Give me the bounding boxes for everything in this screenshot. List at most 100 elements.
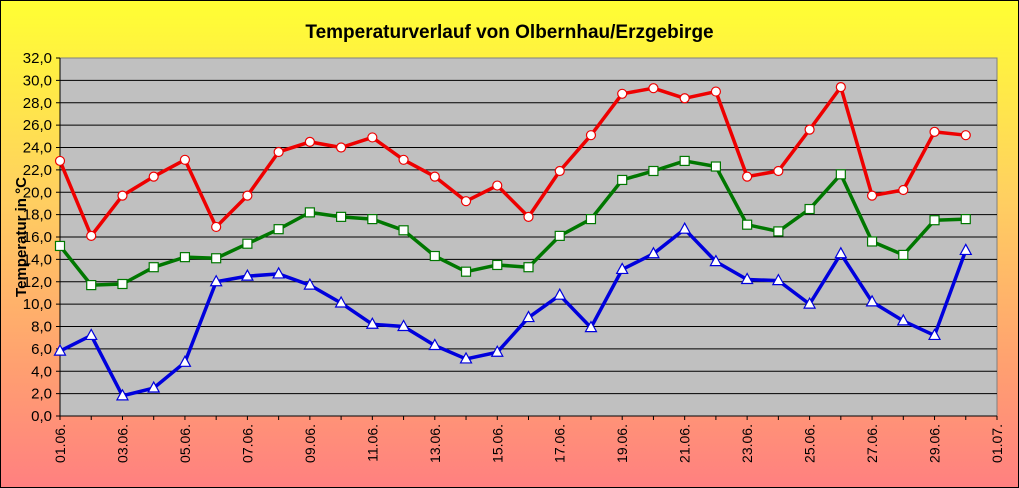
data-point — [959, 243, 973, 256]
data-point — [115, 388, 129, 401]
x-tick-label: 25.06. — [802, 424, 818, 463]
series-line — [58, 159, 966, 287]
data-point — [365, 317, 379, 329]
y-tick-label: 30,0 — [23, 72, 52, 89]
data-point — [117, 278, 128, 290]
x-tick-label: 27.06. — [864, 424, 880, 463]
x-tick-label: 11.06. — [364, 424, 380, 462]
x-tick-label: 01.06. — [52, 424, 68, 463]
data-point — [523, 211, 534, 222]
data-point — [334, 295, 348, 308]
data-point — [585, 214, 597, 225]
data-point — [709, 254, 723, 267]
data-point — [178, 355, 192, 367]
data-point — [336, 142, 347, 153]
data-point — [523, 262, 534, 273]
data-point — [615, 262, 629, 275]
data-point — [554, 165, 565, 177]
y-axis: 0,0 2,0 4,0 6,0 8,0 10,0 12,0 14,0 16,0 18,0 20,0 2… — [23, 50, 61, 425]
y-tick-label: 10,0 — [23, 296, 52, 313]
data-point — [929, 126, 940, 137]
x-axis: 01.06. 03.06. 05.06. 07.06. 09.06. 11.06. 13.0… — [52, 415, 1005, 463]
y-tick-label: 28,0 — [23, 95, 52, 112]
data-point — [240, 268, 254, 281]
y-tick-label: 0,0 — [31, 408, 52, 425]
data-point — [460, 266, 472, 277]
x-tick-label: 19.06. — [614, 424, 630, 463]
data-point — [553, 287, 567, 300]
data-point — [304, 207, 315, 218]
data-point — [429, 171, 440, 182]
data-point — [898, 184, 909, 196]
y-tick-label: 6,0 — [31, 341, 52, 358]
data-point — [367, 132, 378, 143]
data-point — [211, 221, 222, 233]
data-point — [866, 236, 878, 247]
data-point — [585, 130, 597, 141]
data-point — [960, 130, 971, 141]
x-tick-label: 13.06. — [427, 424, 443, 463]
y-tick-label: 32,0 — [23, 50, 52, 67]
data-point — [272, 266, 286, 279]
data-point — [303, 277, 317, 290]
x-tick-label: 23.06. — [739, 424, 755, 463]
x-tick-label: 29.06. — [927, 424, 943, 463]
data-point — [742, 219, 753, 230]
data-point — [397, 319, 411, 332]
data-point — [648, 83, 659, 94]
data-point — [773, 165, 784, 177]
data-point — [273, 146, 284, 158]
data-point — [428, 338, 442, 351]
data-point — [179, 252, 191, 263]
data-point — [148, 262, 159, 273]
data-point — [398, 154, 409, 165]
series-line — [58, 85, 966, 238]
x-tick-label: 09.06. — [302, 424, 318, 463]
data-point — [710, 161, 722, 172]
y-tick-label: 16,0 — [23, 229, 52, 246]
data-point — [242, 190, 253, 201]
data-point — [209, 274, 223, 287]
y-tick-label: 18,0 — [23, 207, 52, 224]
data-point — [147, 380, 161, 393]
x-tick-label: 21.06. — [677, 424, 693, 463]
y-tick-label: 4,0 — [31, 363, 52, 380]
data-point — [429, 250, 440, 262]
series-2 — [54, 155, 971, 291]
y-tick-label: 22,0 — [23, 162, 52, 179]
data-point — [211, 253, 222, 264]
data-point — [367, 214, 378, 225]
y-tick-label: 12,0 — [23, 274, 52, 291]
data-point — [648, 165, 659, 177]
data-point — [929, 215, 940, 226]
data-point — [740, 272, 754, 285]
data-point — [84, 328, 98, 341]
data-point — [834, 246, 848, 259]
x-tick-label: 03.06. — [114, 424, 130, 463]
x-tick-label: 07.06. — [239, 424, 255, 463]
data-point — [865, 294, 879, 307]
y-tick-label: 24,0 — [23, 140, 52, 157]
data-point — [492, 180, 503, 191]
data-point — [803, 296, 817, 309]
data-point — [86, 230, 97, 241]
data-point — [804, 124, 815, 135]
data-point — [54, 240, 66, 252]
data-point — [771, 273, 785, 286]
data-point — [804, 203, 815, 215]
data-point — [459, 351, 473, 364]
data-point — [617, 174, 628, 186]
data-point — [242, 238, 253, 249]
data-point — [960, 214, 971, 225]
data-point — [678, 221, 692, 234]
data-point — [460, 196, 472, 207]
data-point — [336, 211, 347, 222]
data-point — [617, 88, 628, 99]
x-tick-label: 17.06. — [552, 424, 568, 463]
x-tick-label: 01.07. — [989, 424, 1005, 463]
data-point — [773, 226, 784, 237]
data-point — [584, 320, 598, 333]
data-point — [54, 155, 66, 167]
data-point — [835, 81, 846, 93]
